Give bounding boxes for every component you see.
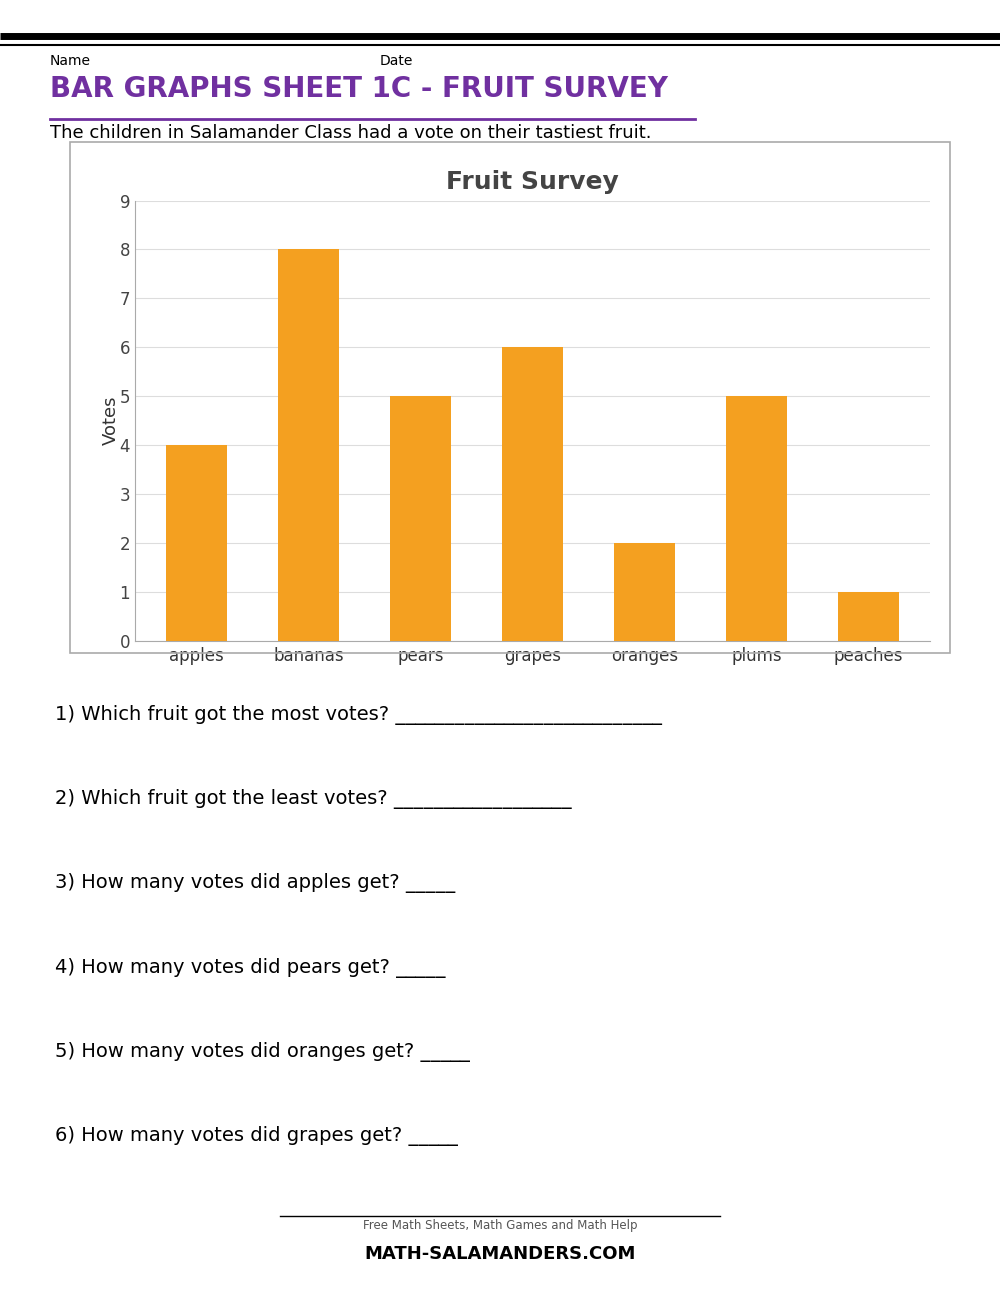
Text: The children in Salamander Class had a vote on their tastiest fruit.: The children in Salamander Class had a v…: [50, 124, 652, 142]
Text: BAR GRAPHS SHEET 1C - FRUIT SURVEY: BAR GRAPHS SHEET 1C - FRUIT SURVEY: [50, 75, 668, 104]
Bar: [390, 396, 451, 641]
Text: Date: Date: [380, 54, 413, 69]
Bar: [166, 445, 227, 641]
Bar: [278, 250, 339, 641]
Bar: [726, 396, 787, 641]
Text: 3) How many votes did apples get? _____: 3) How many votes did apples get? _____: [55, 873, 455, 893]
Y-axis label: Votes: Votes: [102, 396, 120, 445]
Text: 2) Which fruit got the least votes? __________________: 2) Which fruit got the least votes? ____…: [55, 789, 572, 809]
Text: MATH-SALAMANDERS.COM: MATH-SALAMANDERS.COM: [364, 1245, 636, 1263]
Text: Free Math Sheets, Math Games and Math Help: Free Math Sheets, Math Games and Math He…: [363, 1219, 637, 1232]
Text: 6) How many votes did grapes get? _____: 6) How many votes did grapes get? _____: [55, 1126, 458, 1145]
Text: Name: Name: [50, 54, 91, 69]
Title: Fruit Survey: Fruit Survey: [446, 171, 619, 194]
Text: 4) How many votes did pears get? _____: 4) How many votes did pears get? _____: [55, 958, 446, 977]
Bar: [502, 347, 563, 641]
Text: 5) How many votes did oranges get? _____: 5) How many votes did oranges get? _____: [55, 1042, 470, 1061]
Text: 1) Which fruit got the most votes? ___________________________: 1) Which fruit got the most votes? _____…: [55, 705, 662, 725]
Bar: [838, 591, 899, 641]
Bar: [614, 542, 675, 641]
